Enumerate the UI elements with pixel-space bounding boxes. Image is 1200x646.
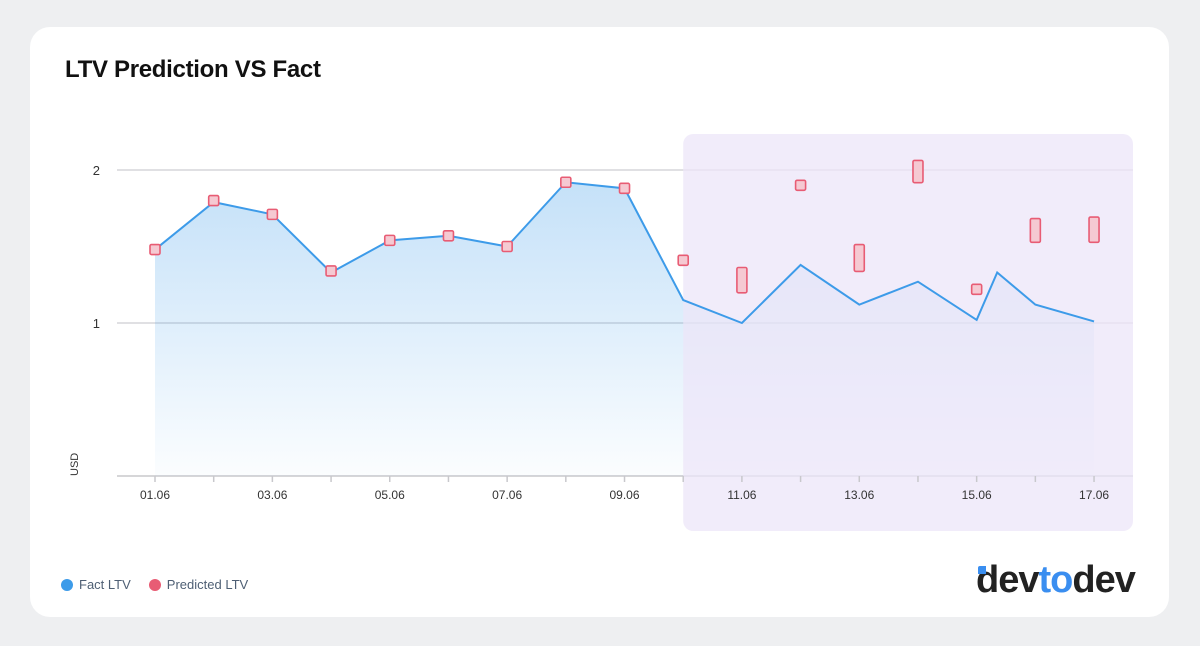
fact-line xyxy=(154,181,1095,325)
y-tick-label: 2 xyxy=(93,163,100,178)
chart-title: LTV Prediction VS Fact xyxy=(65,56,321,83)
predicted-marker xyxy=(736,266,748,294)
predicted-marker xyxy=(501,240,513,253)
y-tick-label: 1 xyxy=(93,316,100,331)
x-tick-label: 09.06 xyxy=(610,488,640,502)
predicted-marker xyxy=(1088,216,1100,244)
x-tick-label: 11.06 xyxy=(727,488,756,502)
x-tick-label: 01.06 xyxy=(140,488,170,502)
predicted-marker xyxy=(970,283,983,296)
legend-item-predicted[interactable]: Predicted LTV xyxy=(148,577,249,592)
x-tick-label: 07.06 xyxy=(492,488,522,502)
predicted-marker xyxy=(794,179,807,192)
legend-item-fact[interactable]: Fact LTV xyxy=(61,577,131,592)
x-tick-label: 13.06 xyxy=(844,488,874,502)
forecast-region xyxy=(683,134,1133,531)
predicted-marker xyxy=(560,176,572,189)
predicted-marker xyxy=(266,208,279,221)
predicted-marker xyxy=(912,159,924,184)
predicted-marker xyxy=(149,243,161,256)
legend-label: Predicted LTV xyxy=(166,577,249,592)
x-tick-label: 17.06 xyxy=(1079,488,1109,502)
fact-dot-icon xyxy=(61,578,73,591)
devtodev-logo: devtodev xyxy=(976,559,1136,601)
x-tick-label: 15.06 xyxy=(962,488,992,502)
predicted-marker xyxy=(677,254,690,267)
predicted-marker xyxy=(442,229,455,242)
predicted-marker xyxy=(207,194,220,207)
legend: Fact LTV Predicted LTV xyxy=(61,577,248,592)
predicted-dot-icon xyxy=(148,578,161,591)
x-tick-label: 05.06 xyxy=(375,488,405,502)
predicted-marker xyxy=(853,243,866,273)
legend-label: Fact LTV xyxy=(79,577,131,592)
predicted-marker xyxy=(383,234,396,247)
x-tick-label: 03.06 xyxy=(257,488,287,502)
predicted-marker xyxy=(618,182,631,195)
predicted-marker xyxy=(1029,217,1042,244)
y-axis-label: USD xyxy=(69,453,81,476)
predicted-marker xyxy=(325,265,337,277)
